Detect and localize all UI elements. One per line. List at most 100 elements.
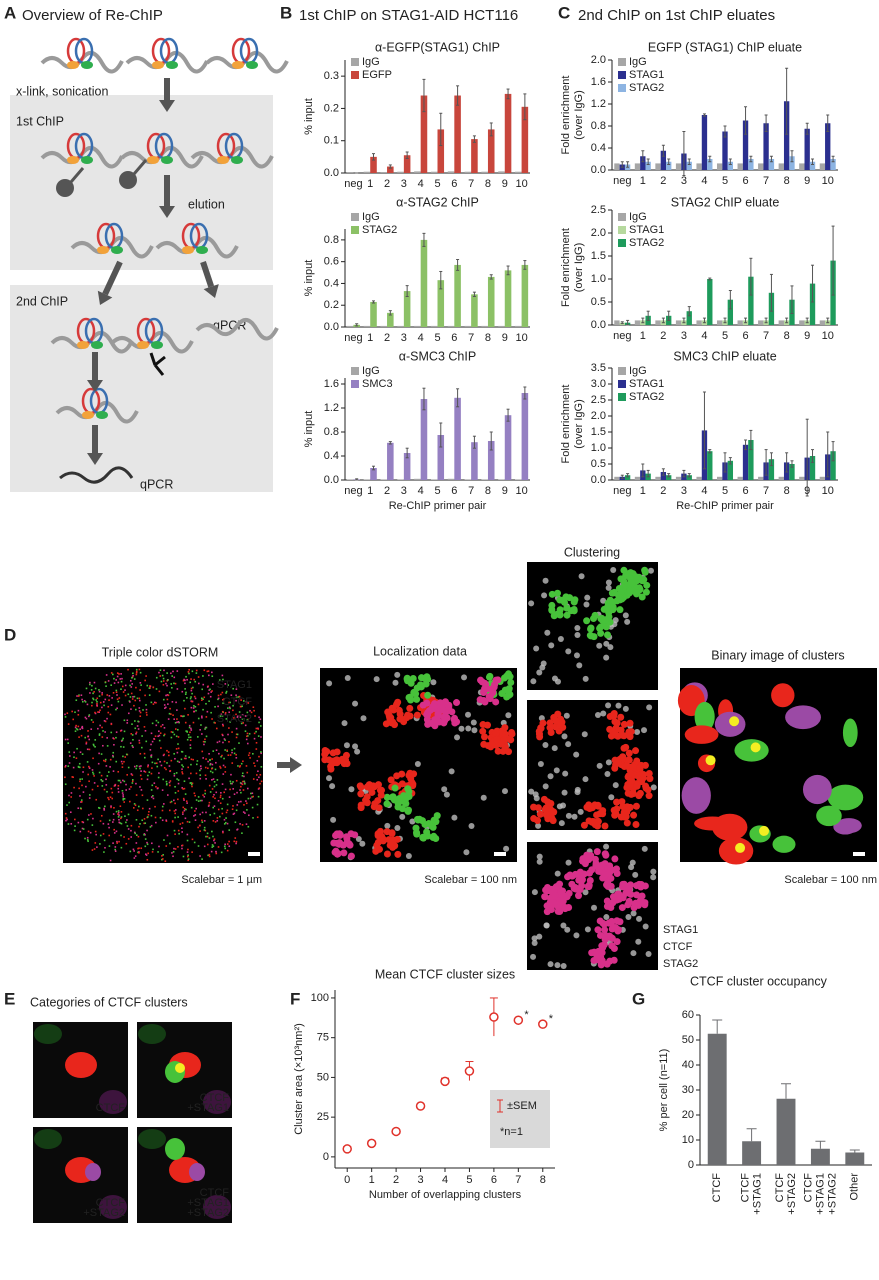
- localization: [468, 823, 475, 830]
- localization: [574, 786, 581, 793]
- x-tick-label: neg: [344, 178, 362, 190]
- localization: [610, 731, 618, 739]
- bar: [414, 171, 421, 173]
- localization: [530, 815, 538, 823]
- localization: [354, 748, 361, 755]
- localization: [116, 694, 118, 696]
- localization: [253, 709, 255, 712]
- blob-bg: [203, 1090, 231, 1114]
- bar: [758, 476, 764, 480]
- bar: [655, 320, 661, 325]
- subunit: [137, 341, 149, 349]
- localization: [170, 683, 173, 685]
- localization: [186, 851, 189, 853]
- localization: [168, 765, 171, 767]
- localization: [251, 806, 254, 809]
- localization: [140, 770, 142, 772]
- localization: [92, 697, 94, 700]
- localization: [109, 758, 112, 761]
- localization: [216, 817, 219, 819]
- localization: [140, 847, 143, 850]
- localization: [248, 752, 251, 754]
- point: [538, 1019, 548, 1029]
- tile-label: +STAG2: [187, 1207, 229, 1219]
- localization: [121, 789, 124, 792]
- localization: [92, 817, 94, 820]
- localization: [458, 725, 465, 732]
- localization: [90, 728, 93, 730]
- localization: [183, 715, 185, 717]
- step-label: 1st ChIP: [16, 114, 64, 128]
- localization: [632, 802, 640, 810]
- localization: [352, 743, 359, 750]
- localization: [200, 767, 202, 770]
- bar: [437, 129, 445, 173]
- localization: [237, 715, 239, 718]
- localization: [177, 816, 179, 818]
- localization: [195, 799, 198, 801]
- localization: [224, 712, 227, 714]
- subunit: [67, 61, 79, 69]
- localization: [68, 762, 71, 764]
- localization: [229, 788, 231, 791]
- localization: [226, 749, 228, 752]
- localization: [173, 810, 176, 812]
- x-tick-label: 4: [442, 1174, 448, 1186]
- localization: [91, 849, 94, 851]
- localization: [107, 796, 109, 799]
- localization: [402, 795, 410, 803]
- localization: [570, 607, 578, 615]
- localization: [321, 750, 329, 758]
- localization: [155, 724, 158, 727]
- localization: [624, 618, 631, 625]
- localization: [120, 673, 122, 675]
- localization: [260, 736, 262, 738]
- localization: [218, 679, 221, 681]
- localization: [225, 690, 228, 693]
- localization: [150, 743, 152, 746]
- y-tick-label: 1.2: [591, 98, 606, 110]
- localization: [174, 809, 177, 811]
- localization: [144, 822, 147, 824]
- localization: [132, 779, 134, 781]
- legend-label: *n=1: [500, 1126, 523, 1138]
- localization: [130, 836, 133, 838]
- localization: [612, 924, 620, 932]
- localization: [106, 790, 108, 793]
- x-tick-label: 7: [763, 175, 769, 187]
- localization: [112, 691, 115, 694]
- localization: [143, 726, 146, 728]
- localization: [191, 692, 193, 695]
- bar: [696, 320, 702, 325]
- localization: [118, 818, 120, 821]
- localization: [260, 752, 262, 755]
- localization: [128, 700, 131, 702]
- localization: [645, 769, 653, 777]
- y-tick-label: 3.0: [591, 378, 606, 390]
- localization: [115, 679, 117, 681]
- localization: [231, 808, 234, 811]
- localization: [88, 794, 91, 796]
- localization: [77, 695, 80, 697]
- localization: [562, 770, 569, 777]
- localization: [461, 674, 468, 681]
- bar: [515, 325, 522, 327]
- subunit: [67, 156, 79, 164]
- legend-swatch: [618, 380, 626, 388]
- localization: [160, 725, 162, 728]
- localization: [196, 763, 198, 766]
- image-title: Binary image of clusters: [711, 648, 844, 662]
- localization: [498, 689, 506, 697]
- localization: [377, 791, 385, 799]
- blob-bg: [99, 1090, 127, 1114]
- localization: [212, 845, 215, 848]
- localization: [583, 617, 591, 625]
- localization: [86, 836, 89, 839]
- localization: [528, 788, 535, 795]
- localization: [645, 792, 653, 800]
- localization: [99, 834, 102, 837]
- localization: [618, 904, 626, 912]
- panel-title: Overview of Re-ChIP: [22, 7, 163, 24]
- legend-swatch: [618, 239, 626, 247]
- localization: [192, 707, 195, 709]
